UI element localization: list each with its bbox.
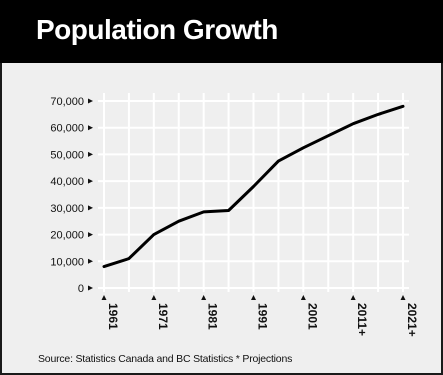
source-note: Source: Statistics Canada and BC Statist…	[38, 353, 293, 365]
y-tick-arrow	[88, 258, 93, 264]
x-tick-label: 2011+	[355, 303, 369, 336]
y-tick-label: 70,000	[50, 96, 84, 108]
grid-layer	[98, 93, 409, 292]
x-tick-arrow	[400, 295, 406, 300]
x-tick-arrow	[201, 295, 207, 300]
y-tick-arrow	[88, 205, 93, 211]
y-tick-arrow	[88, 178, 93, 184]
y-tick-label: 60,000	[50, 123, 84, 135]
y-tick-arrow	[88, 151, 93, 157]
series-layer	[102, 104, 405, 269]
x-axis: 1961 1971 1981 1991 2001 2011+ 2021+	[101, 295, 419, 337]
y-tick-label: 40,000	[50, 176, 84, 188]
y-tick-label: 30,000	[50, 203, 84, 215]
y-tick-label: 50,000	[50, 149, 84, 161]
x-tick-label: 1981	[206, 303, 220, 330]
y-tick-label: 0	[78, 283, 84, 295]
chart-title: Population Growth	[36, 14, 278, 45]
y-axis: 0 10,000 20,000 30,000 40,000 50,000 60,000 70,…	[50, 96, 93, 295]
title-bar: Population Growth	[0, 0, 443, 63]
x-tick-label: 1971	[156, 303, 170, 330]
x-tick-label: 2001	[305, 303, 319, 330]
y-tick-arrow	[88, 285, 93, 291]
y-tick-arrow	[88, 232, 93, 238]
y-tick-arrow	[88, 125, 93, 131]
x-tick-arrow	[350, 295, 356, 300]
y-tick-label: 10,000	[50, 256, 84, 268]
x-tick-label: 1961	[106, 303, 120, 330]
x-tick-label: 1991	[256, 303, 270, 330]
x-tick-arrow	[151, 295, 157, 300]
x-tick-arrow	[101, 295, 107, 300]
x-tick-label: 2021+	[405, 303, 419, 337]
x-tick-arrow	[251, 295, 256, 300]
x-tick-arrow	[300, 295, 306, 300]
y-tick-label: 20,000	[50, 230, 84, 242]
y-tick-arrow	[88, 98, 93, 104]
